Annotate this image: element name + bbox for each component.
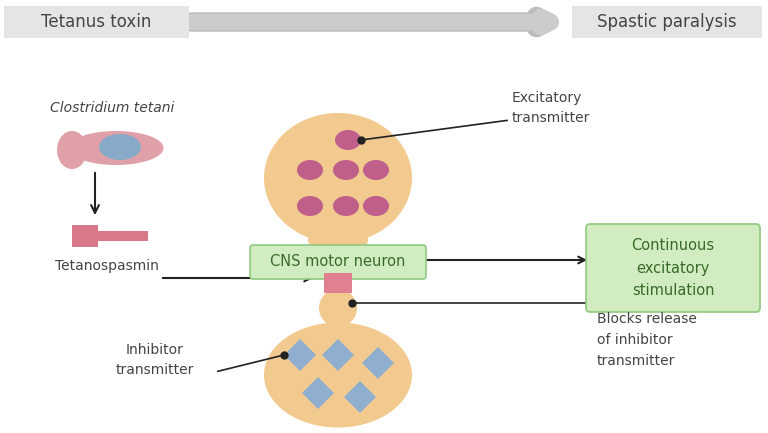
FancyBboxPatch shape — [250, 245, 426, 279]
Ellipse shape — [308, 226, 368, 254]
Ellipse shape — [323, 247, 353, 273]
Polygon shape — [322, 339, 354, 371]
Ellipse shape — [363, 160, 389, 180]
Polygon shape — [284, 339, 316, 371]
Polygon shape — [302, 377, 334, 409]
FancyBboxPatch shape — [324, 273, 352, 293]
Ellipse shape — [333, 160, 359, 180]
FancyBboxPatch shape — [586, 224, 760, 312]
Text: Clostridium tetani: Clostridium tetani — [50, 101, 174, 115]
Polygon shape — [362, 347, 394, 379]
Ellipse shape — [264, 113, 412, 243]
Ellipse shape — [68, 131, 164, 165]
Ellipse shape — [297, 160, 323, 180]
FancyBboxPatch shape — [572, 6, 762, 38]
Text: Tetanus toxin: Tetanus toxin — [41, 13, 151, 31]
FancyBboxPatch shape — [4, 6, 189, 38]
Text: Continuous
excitatory
stimulation: Continuous excitatory stimulation — [631, 238, 714, 298]
Text: Tetanospasmin: Tetanospasmin — [55, 259, 159, 273]
Ellipse shape — [264, 323, 412, 427]
Text: Blocks release
of inhibitor
transmitter: Blocks release of inhibitor transmitter — [597, 312, 697, 368]
Ellipse shape — [361, 247, 391, 273]
Polygon shape — [344, 381, 376, 413]
Ellipse shape — [285, 247, 315, 273]
Ellipse shape — [363, 196, 389, 216]
Text: Spastic paralysis: Spastic paralysis — [598, 13, 737, 31]
Ellipse shape — [335, 130, 361, 150]
Ellipse shape — [319, 289, 357, 327]
FancyBboxPatch shape — [98, 231, 148, 241]
FancyBboxPatch shape — [72, 225, 98, 247]
Text: Excitatory
transmitter: Excitatory transmitter — [512, 91, 591, 125]
Text: Inhibitor
transmitter: Inhibitor transmitter — [116, 343, 194, 377]
Ellipse shape — [99, 134, 141, 160]
Ellipse shape — [57, 131, 87, 169]
Ellipse shape — [297, 196, 323, 216]
Ellipse shape — [333, 196, 359, 216]
Text: CNS motor neuron: CNS motor neuron — [270, 255, 406, 269]
